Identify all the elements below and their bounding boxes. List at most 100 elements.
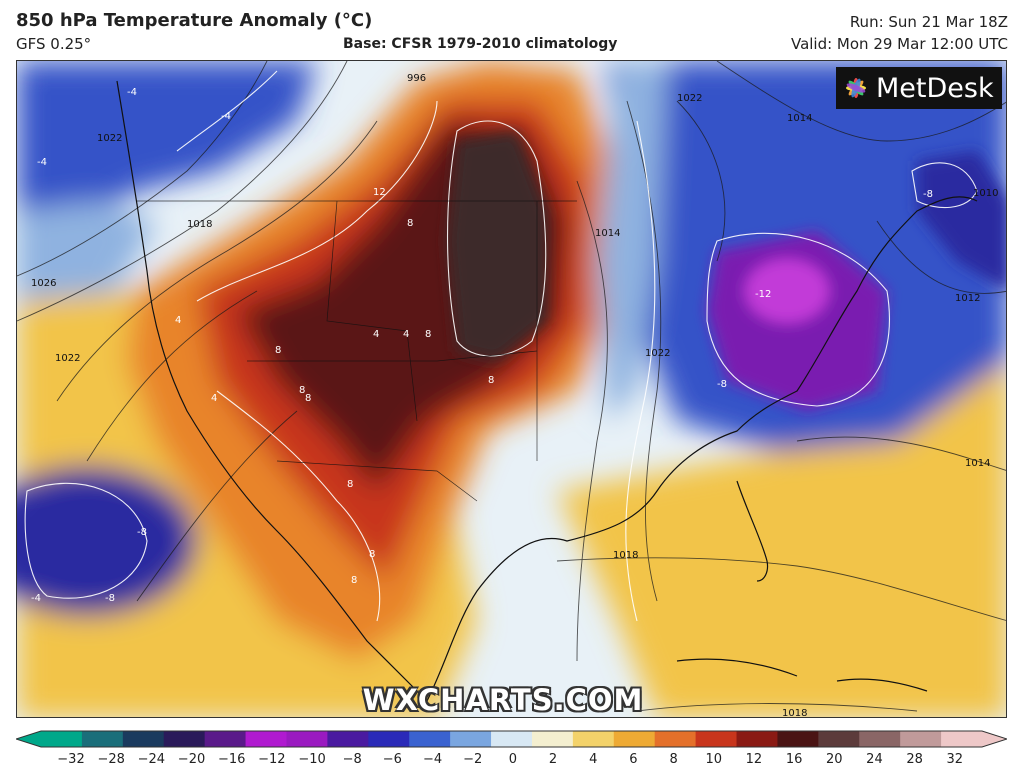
isobar-labels: 1022 1026 1022 1018 1014 1022 1014 1012 … [31,73,998,718]
metdesk-logo-text: MetDesk [876,72,994,104]
scale-tick-label: 32 [946,752,964,767]
anomaly-label: 4 [373,329,379,340]
scale-tick-label: 2 [548,752,558,767]
anomaly-label: 8 [347,479,353,490]
isobar-label: 1022 [645,348,670,359]
scale-color-step [613,731,656,747]
isobar-label: 1022 [55,353,80,364]
anomaly-label: 8 [369,549,375,560]
scale-tick-label: 16 [785,752,803,767]
isobar-label: 1018 [187,219,212,230]
cold-region-east-light [597,61,667,421]
scale-tick-label: −6 [382,752,402,767]
anomaly-label: -8 [137,527,147,538]
anomaly-labels: 12 8 8 8 8 8 8 8 8 4 4 4 4 -4 -4 -4 -8 -… [31,87,933,604]
scale-tick-label: −2 [463,752,483,767]
scale-tick-label: −12 [258,752,286,767]
color-scale-bar [14,730,1009,748]
scale-tick-label: −24 [137,752,166,767]
scale-color-step [368,731,410,747]
run-time-label: Run: Sun 21 Mar 18Z [849,13,1008,31]
map-title: 850 hPa Temperature Anomaly (°C) [16,10,373,31]
anomaly-label: 8 [407,218,413,229]
anomaly-label: 4 [403,329,409,340]
isobar-label: 1022 [97,133,122,144]
anomaly-label: 4 [175,315,181,326]
scale-tick-label: 28 [906,752,923,767]
cold-region-magenta-core [745,259,829,323]
scale-color-step [122,731,165,747]
scale-color-step [163,731,206,747]
scale-color-step [695,731,738,747]
isobar-label: 1022 [677,93,702,104]
coastlines [116,80,978,702]
scale-color-step [900,731,942,747]
scale-color-step [204,731,247,747]
anomaly-label: -4 [31,593,41,604]
scale-tick-label: 20 [826,752,843,767]
scale-color-step [327,731,369,747]
isobar-label: 1014 [965,458,990,469]
scale-color-step [245,731,288,747]
anomaly-label: -4 [37,157,47,168]
anomaly-map: 1022 1026 1022 1018 1014 1022 1014 1012 … [16,60,1007,718]
cold-region-pacific-low [17,466,197,616]
isobar-label: 996 [407,73,426,84]
isobar-label: 1012 [955,293,980,304]
cold-region-northeast [917,151,1006,290]
scale-color-step [41,731,83,747]
scale-color-step [654,731,697,747]
scale-tick-label: 24 [866,752,883,767]
isobar-label: 1018 [613,550,638,561]
isobar-label: 1026 [31,278,56,289]
scale-color-step [777,731,819,747]
scale-color-step [572,731,615,747]
wxcharts-watermark: WXCHARTS.COM [362,683,644,717]
warm-region-dark-core [447,131,547,361]
scale-color-step [450,731,492,747]
isobar-label: 1018 [782,708,807,718]
metdesk-flower-icon [846,78,866,98]
anomaly-label: 8 [351,575,357,586]
scale-tick-label: −32 [57,752,85,767]
anomaly-label: 4 [211,393,217,404]
anomaly-label: 8 [299,385,305,396]
scale-tick-label: −28 [97,752,125,767]
scale-color-step [736,731,779,747]
scale-color-step [941,731,983,747]
scale-color-step [409,731,451,747]
anomaly-label: 12 [373,187,386,198]
map-canvas: 1022 1026 1022 1018 1014 1022 1014 1012 … [17,61,1006,718]
scale-tick-label: 0 [508,752,518,767]
political-borders [137,200,577,502]
anomaly-label: -8 [717,379,727,390]
scale-color-step [491,731,533,747]
isobar-label: 1014 [787,113,812,124]
scale-tick-label: −10 [298,752,326,767]
scale-arrow-high [982,731,1007,747]
scale-tick-label: 6 [629,752,638,767]
scale-tick-label: −16 [217,752,246,767]
model-label: GFS 0.25° [16,35,92,53]
color-scale: −32 −28 −24 −20 −16 −12 −10 −8 −6 −4 −2 0 2 4 6 8 10 12 16… [14,728,1009,778]
warm-region-yellow-east [557,361,1006,717]
anomaly-label: -4 [221,111,231,122]
anomaly-label: -4 [127,87,137,98]
anomaly-label: 8 [275,345,281,356]
scale-tick-label: −4 [422,752,443,767]
scale-color-step [531,731,574,747]
scale-color-step [818,731,860,747]
anomaly-label: -12 [755,289,771,300]
isobar-label: 1014 [595,228,620,239]
scale-tick-label: 8 [669,752,678,767]
valid-time-label: Valid: Mon 29 Mar 12:00 UTC [790,35,1008,53]
base-climatology-label: Base: CFSR 1979-2010 climatology [343,36,618,52]
scale-color-step [286,731,328,747]
scale-color-step [859,731,901,747]
scale-tick-label: −20 [177,752,206,767]
scale-tick-label: 4 [589,752,598,767]
scale-tick-label: 10 [705,752,723,767]
anomaly-label: -8 [923,189,933,200]
metdesk-logo: MetDesk [836,67,1002,109]
anomaly-label: 8 [305,393,311,404]
